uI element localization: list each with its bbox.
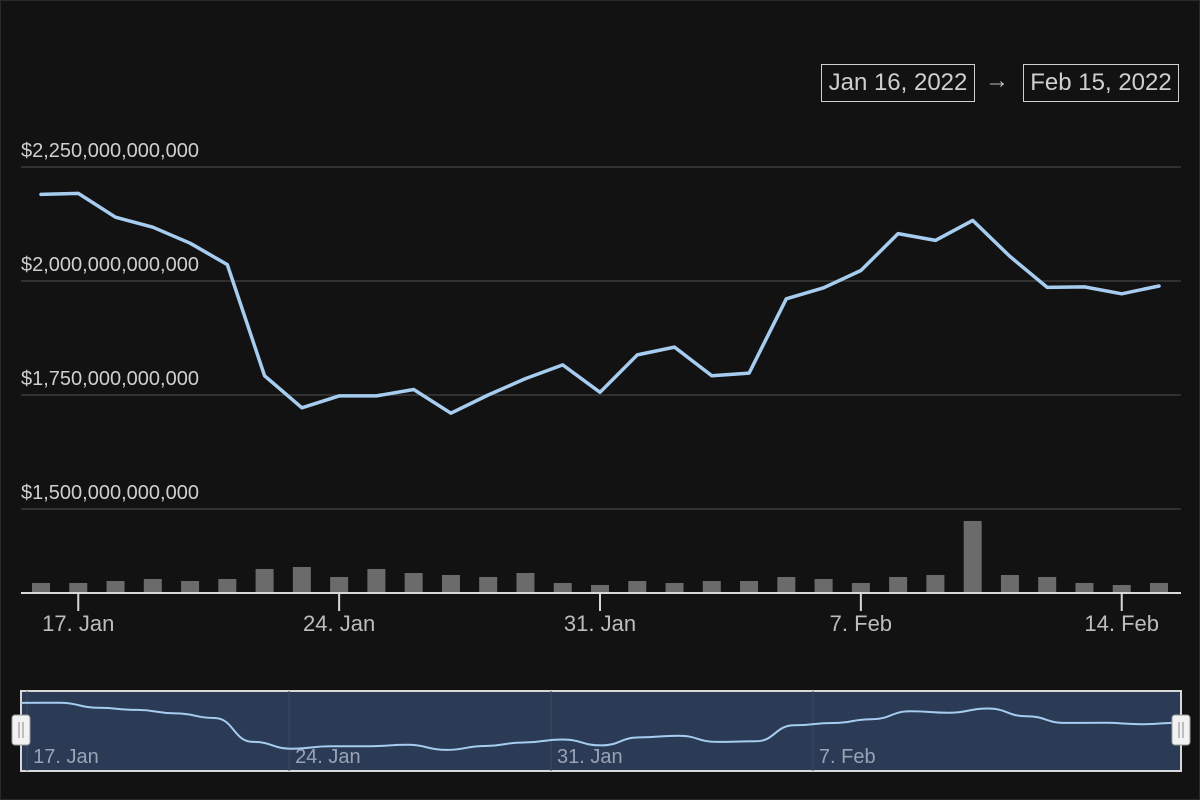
x-tick-label: 17. Jan xyxy=(42,611,114,636)
navigator-tick-label: 31. Jan xyxy=(557,746,623,768)
volume-bar xyxy=(926,575,945,593)
navigator-right-handle[interactable] xyxy=(1171,714,1191,746)
x-tick-label: 24. Jan xyxy=(303,611,375,636)
range-arrow-icon: → xyxy=(985,67,1009,94)
price-series-line xyxy=(39,191,1161,415)
volume-bar xyxy=(665,583,684,593)
range-from-input[interactable]: Jan 16, 2022 xyxy=(821,64,975,102)
volume-bar xyxy=(441,575,460,593)
volume-bar xyxy=(255,569,274,593)
volume-bar xyxy=(628,581,647,593)
volume-bar xyxy=(69,583,88,593)
volume-bar xyxy=(889,577,908,593)
volume-bar xyxy=(702,581,721,593)
navigator-tick-label: 7. Feb xyxy=(819,746,876,768)
volume-bar xyxy=(591,585,609,593)
volume-bar xyxy=(851,583,870,593)
volume-bar xyxy=(181,581,200,593)
navigator-left-handle[interactable] xyxy=(11,714,31,746)
volume-bar xyxy=(404,573,423,593)
volume-bar xyxy=(479,577,498,593)
volume-bar xyxy=(32,583,50,593)
volume-bar xyxy=(740,581,759,593)
x-tick-label: 31. Jan xyxy=(564,611,636,636)
range-to-input[interactable]: Feb 15, 2022 xyxy=(1023,64,1179,102)
navigator-series-line xyxy=(20,701,1182,751)
volume-bar xyxy=(106,581,125,593)
x-tick-label: 7. Feb xyxy=(830,611,892,636)
volume-bar xyxy=(553,583,572,593)
volume-bar xyxy=(292,567,311,593)
volume-bar xyxy=(963,521,982,593)
volume-bar xyxy=(330,577,349,593)
volume-bar xyxy=(814,579,833,593)
y-tick-label: $1,750,000,000,000 xyxy=(21,368,199,390)
y-tick-label: $2,250,000,000,000 xyxy=(21,140,199,162)
volume-bar xyxy=(516,573,535,593)
volume-bar xyxy=(143,579,162,593)
volume-bar xyxy=(1038,577,1057,593)
navigator-tick-label: 17. Jan xyxy=(33,746,99,768)
volume-bar xyxy=(1075,583,1094,593)
navigator-tick-label: 24. Jan xyxy=(295,746,361,768)
volume-bar xyxy=(777,577,796,593)
volume-bar xyxy=(1150,583,1168,593)
volume-bar xyxy=(1000,575,1019,593)
volume-bar xyxy=(218,579,237,593)
y-tick-label: $1,500,000,000,000 xyxy=(21,482,199,504)
y-tick-label: $2,000,000,000,000 xyxy=(21,254,199,276)
volume-bar xyxy=(1112,585,1131,593)
volume-bar xyxy=(367,569,386,593)
x-tick-label: 14. Feb xyxy=(1084,611,1159,636)
